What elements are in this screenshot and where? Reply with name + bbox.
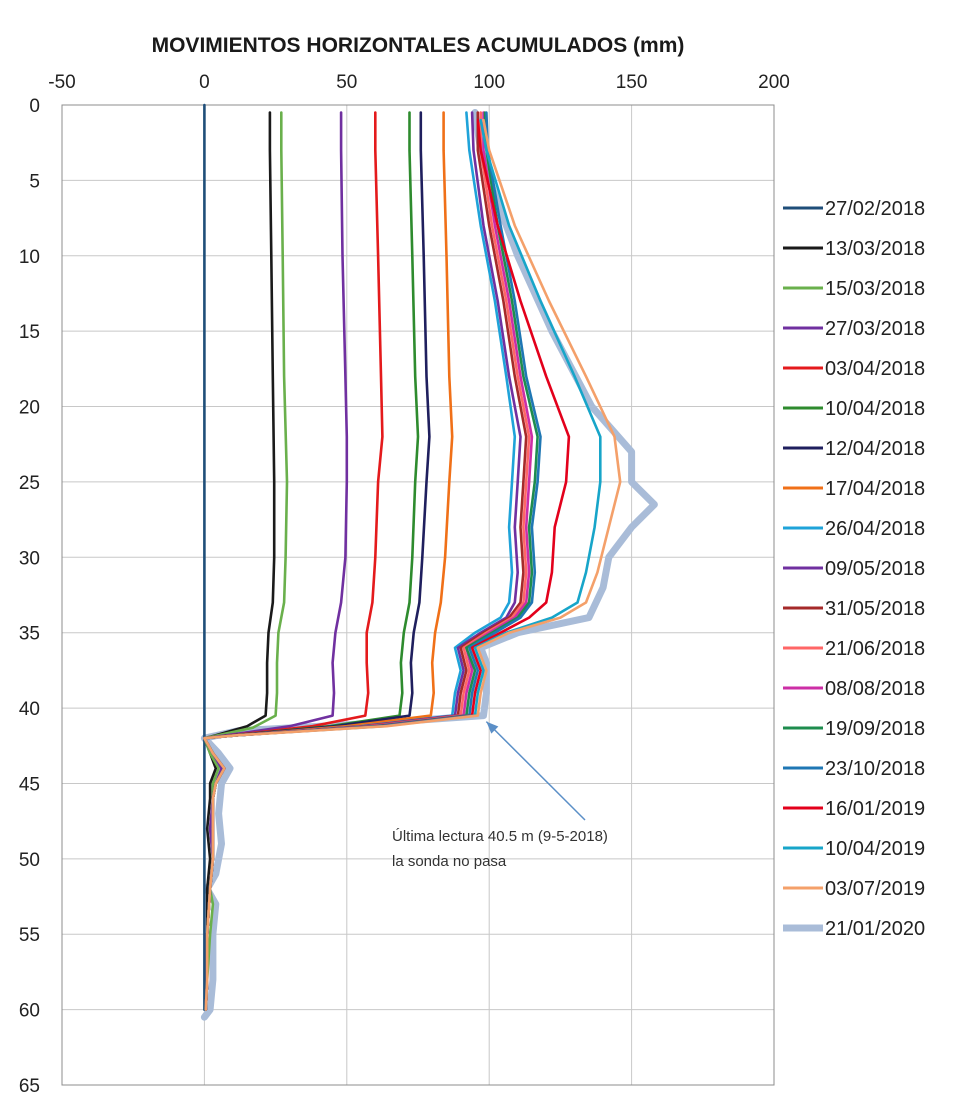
x-tick-label: 200 [758,72,790,93]
x-tick-label: 50 [336,72,357,93]
legend-label: 15/03/2018 [825,278,925,300]
series-line-10-04-2018 [203,111,420,1011]
y-tick-label: 35 [19,624,40,645]
legend-label: 03/04/2018 [825,358,925,380]
legend-label: 16/01/2019 [825,798,925,820]
y-tick-label: 25 [19,473,40,494]
y-tick-label: 45 [19,774,40,795]
legend-label: 08/08/2018 [825,678,925,700]
y-tick-label: 30 [19,548,40,569]
legend-label: 23/10/2018 [825,758,925,780]
y-tick-label: 65 [19,1076,40,1097]
annotation-line-1: Última lectura 40.5 m (9-5-2018) [392,828,608,845]
x-tick-label: 150 [616,72,648,93]
axes: 0 5 10 15 20 25 30 35 40 45 50 55 60 65 -50 0 50 100 150 20… [19,72,790,1097]
legend-label: 13/03/2018 [825,238,925,260]
series-line-08-08-2018 [203,111,534,1011]
series-line-03-04-2018 [203,111,384,1011]
legend-label: 27/02/2018 [825,198,925,220]
legend-label: 21/06/2018 [825,638,925,660]
series-line-10-04-2019 [203,118,602,1011]
plot-border [61,104,775,1086]
legend-label: 17/04/2018 [825,478,925,500]
annotation-arrow-line [485,721,586,821]
series-line-17-04-2018 [203,111,454,1011]
x-tick-label: 0 [199,72,210,93]
annotation-line-2: la sonda no pasa [392,853,507,870]
legend: 27/02/2018 13/03/2018 15/03/2018 27/03/2018… [783,198,925,940]
legend-label: 03/07/2019 [825,878,925,900]
y-tick-label: 20 [19,398,40,419]
grid [61,104,775,1086]
legend-label: 21/01/2020 [825,918,925,940]
series-line-03-07-2019 [203,118,622,1011]
y-tick-label: 5 [29,171,40,192]
legend-label: 26/04/2018 [825,518,925,540]
y-tick-label: 55 [19,925,40,946]
legend-label: 10/04/2019 [825,838,925,860]
legend-label: 12/04/2018 [825,438,925,460]
legend-label: 09/05/2018 [825,558,925,580]
y-tick-label: 10 [19,247,40,268]
chart-title: MOVIMIENTOS HORIZONTALES ACUMULADOS (mm) [152,34,685,57]
legend-label: 27/03/2018 [825,318,925,340]
series-lines [200,103,658,1021]
series-line-09-05-2018 [203,111,522,1011]
y-tick-label: 40 [19,699,40,720]
y-tick-label: 0 [29,96,40,117]
legend-label: 10/04/2018 [825,398,925,420]
series-line-31-05-2018 [203,111,528,1011]
y-tick-label: 60 [19,1001,40,1022]
series-line-26-04-2018 [203,111,517,1011]
x-tick-label: 100 [473,72,505,93]
series-line-21-06-2018 [203,111,531,1011]
y-tick-label: 15 [19,322,40,343]
y-tick-label: 50 [19,850,40,871]
legend-label: 31/05/2018 [825,598,925,620]
series-line-12-04-2018 [203,111,431,1011]
series-line-27-03-2018 [203,111,349,1011]
annotation-arrow-head [486,721,499,734]
series-line-23-10-2018 [203,111,542,1011]
annotation: Última lectura 40.5 m (9-5-2018) la sond… [392,721,608,870]
x-tick-label: -50 [48,72,75,93]
series-line-13-03-2018 [203,111,276,1011]
legend-label: 19/09/2018 [825,718,925,740]
